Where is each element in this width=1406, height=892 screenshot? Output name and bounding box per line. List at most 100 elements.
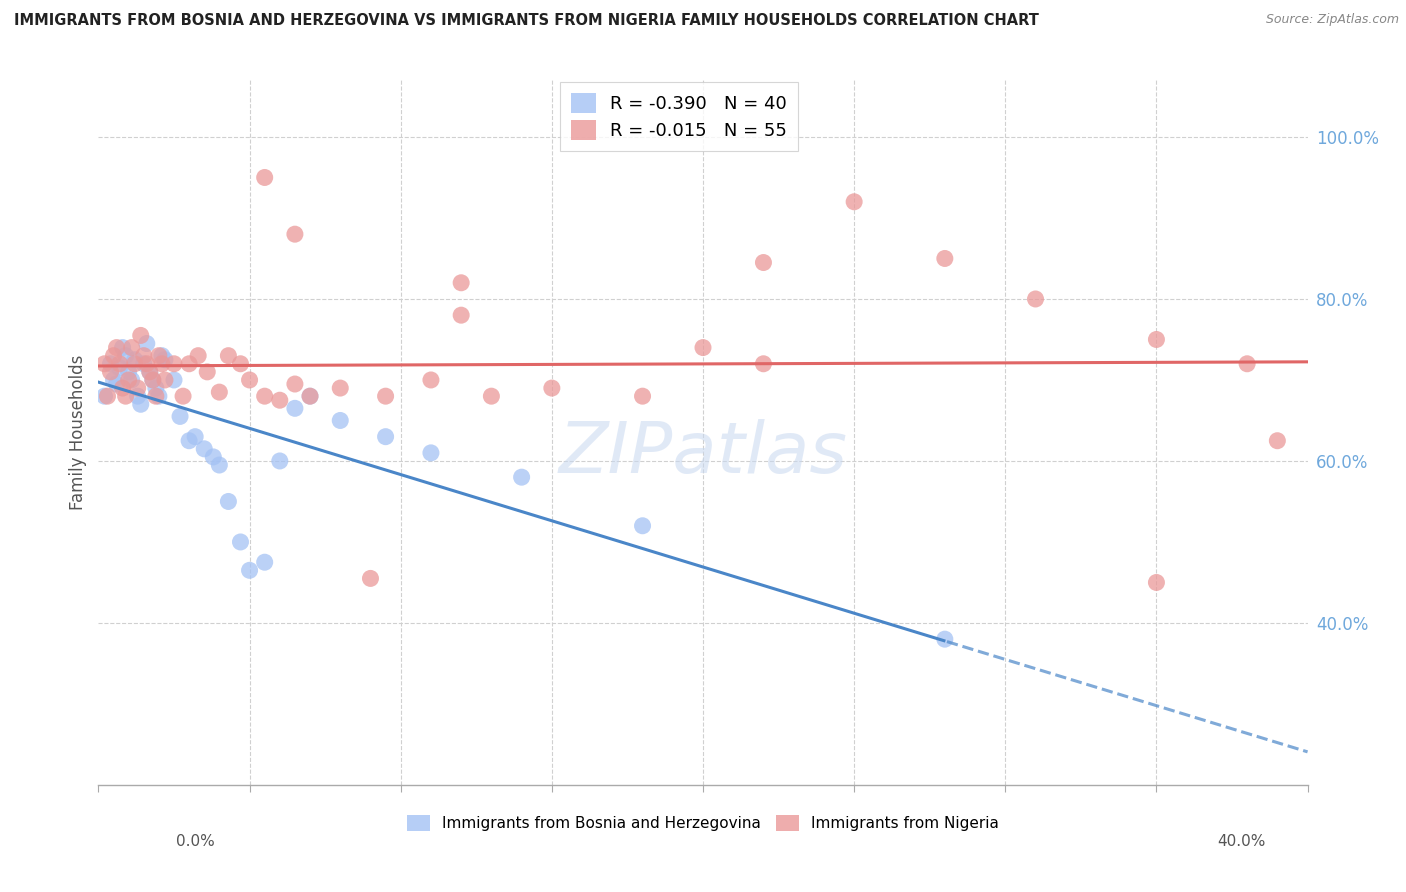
Point: [163, 373, 186, 387]
Point: [1024, 292, 1046, 306]
Point: [631, 518, 654, 533]
Point: [1144, 333, 1167, 347]
Point: [253, 170, 276, 185]
Point: [1267, 434, 1289, 448]
Point: [129, 397, 152, 411]
Point: [329, 413, 352, 427]
Text: 40.0%: 40.0%: [1218, 834, 1265, 849]
Point: [229, 535, 252, 549]
Point: [150, 357, 173, 371]
Point: [420, 446, 443, 460]
Point: [93, 389, 115, 403]
Point: [127, 381, 149, 395]
Point: [284, 227, 307, 242]
Legend: Immigrants from Bosnia and Herzegovina, Immigrants from Nigeria: Immigrants from Bosnia and Herzegovina, …: [401, 809, 1005, 838]
Point: [934, 252, 956, 266]
Point: [450, 308, 472, 322]
Point: [169, 409, 191, 424]
Point: [148, 349, 170, 363]
Point: [844, 194, 866, 209]
Point: [114, 349, 136, 363]
Point: [118, 365, 141, 379]
Point: [374, 430, 396, 444]
Point: [142, 373, 165, 387]
Point: [96, 389, 118, 403]
Point: [752, 255, 775, 269]
Point: [752, 357, 775, 371]
Point: [253, 389, 276, 403]
Point: [108, 360, 131, 375]
Point: [299, 389, 322, 403]
Point: [1236, 357, 1258, 371]
Point: [540, 381, 562, 395]
Point: [103, 373, 125, 387]
Point: [105, 377, 128, 392]
Point: [100, 365, 122, 379]
Point: [127, 389, 149, 403]
Point: [284, 377, 307, 392]
Point: [135, 336, 157, 351]
Text: Source: ZipAtlas.com: Source: ZipAtlas.com: [1265, 13, 1399, 27]
Point: [179, 357, 201, 371]
Point: [208, 458, 231, 472]
Point: [93, 357, 115, 371]
Point: [692, 341, 714, 355]
Point: [145, 389, 167, 403]
Y-axis label: Family Households: Family Households: [69, 355, 87, 510]
Point: [148, 389, 170, 403]
Point: [420, 373, 443, 387]
Point: [100, 357, 122, 371]
Point: [132, 357, 155, 371]
Point: [145, 381, 167, 395]
Point: [129, 328, 152, 343]
Point: [360, 571, 382, 585]
Point: [139, 365, 162, 379]
Point: [510, 470, 533, 484]
Point: [111, 341, 134, 355]
Point: [153, 373, 176, 387]
Point: [121, 373, 143, 387]
Point: [111, 381, 134, 395]
Point: [1144, 575, 1167, 590]
Point: [118, 373, 141, 387]
Point: [184, 430, 207, 444]
Point: [150, 349, 173, 363]
Point: [284, 401, 307, 416]
Point: [239, 373, 262, 387]
Point: [163, 357, 186, 371]
Point: [172, 389, 194, 403]
Point: [103, 349, 125, 363]
Point: [374, 389, 396, 403]
Point: [253, 555, 276, 569]
Point: [208, 385, 231, 400]
Point: [481, 389, 503, 403]
Point: [124, 357, 146, 371]
Point: [269, 393, 291, 408]
Point: [329, 381, 352, 395]
Text: 0.0%: 0.0%: [176, 834, 215, 849]
Point: [105, 341, 128, 355]
Point: [299, 389, 322, 403]
Point: [114, 389, 136, 403]
Point: [229, 357, 252, 371]
Point: [202, 450, 225, 464]
Text: ZIPatlas: ZIPatlas: [558, 419, 848, 488]
Point: [217, 494, 239, 508]
Point: [239, 563, 262, 577]
Point: [124, 352, 146, 367]
Text: IMMIGRANTS FROM BOSNIA AND HERZEGOVINA VS IMMIGRANTS FROM NIGERIA FAMILY HOUSEHO: IMMIGRANTS FROM BOSNIA AND HERZEGOVINA V…: [14, 13, 1039, 29]
Point: [217, 349, 239, 363]
Point: [179, 434, 201, 448]
Point: [108, 357, 131, 371]
Point: [132, 349, 155, 363]
Point: [195, 365, 218, 379]
Point: [934, 632, 956, 647]
Point: [135, 357, 157, 371]
Point: [153, 352, 176, 367]
Point: [187, 349, 209, 363]
Point: [450, 276, 472, 290]
Point: [631, 389, 654, 403]
Point: [121, 341, 143, 355]
Point: [139, 365, 162, 379]
Point: [269, 454, 291, 468]
